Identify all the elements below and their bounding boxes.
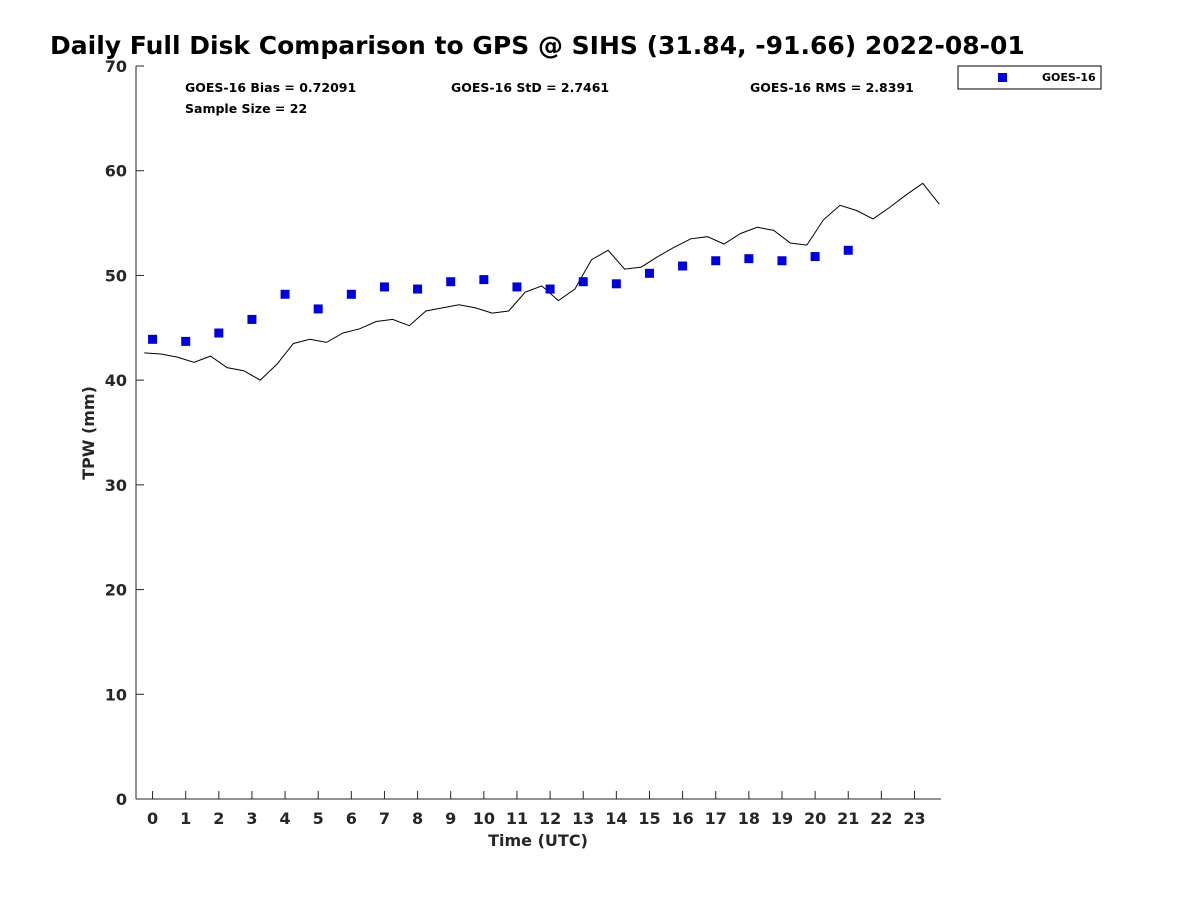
chart-title: Daily Full Disk Comparison to GPS @ SIHS…	[50, 31, 1025, 60]
x-tick-label: 2	[213, 809, 224, 828]
goes16-point	[181, 336, 191, 346]
rms-stat: GOES-16 RMS = 2.8391	[750, 80, 914, 95]
goes16-point	[644, 268, 654, 278]
legend-label-goes16: GOES-16	[1042, 71, 1096, 84]
goes16-point	[346, 289, 356, 299]
x-tick-label: 21	[837, 809, 859, 828]
x-tick-label: 16	[671, 809, 693, 828]
x-tick-label: 5	[313, 809, 324, 828]
y-axis-ticks: 0 10 20 30 40 50 60 70	[105, 57, 144, 809]
x-axis-label: Time (UTC)	[488, 831, 588, 850]
goes16-point	[446, 277, 456, 287]
goes16-point	[611, 279, 621, 289]
x-tick-label: 12	[539, 809, 561, 828]
x-tick-label: 22	[870, 809, 892, 828]
x-tick-label: 14	[605, 809, 627, 828]
x-tick-label: 11	[506, 809, 528, 828]
goes16-point	[843, 245, 853, 255]
goes16-point	[678, 261, 688, 271]
gps-line	[144, 182, 940, 381]
x-tick-label: 10	[473, 809, 495, 828]
goes16-point	[148, 334, 158, 344]
legend-box	[957, 65, 1102, 90]
x-tick-label: 23	[903, 809, 925, 828]
x-axis-ticks: 0 1 2 3 4 5 6 7 8 9 10 11 12 13 14 15 16 17 18 19 20 21 22 23	[147, 791, 926, 828]
legend-marker-goes16	[998, 73, 1007, 82]
x-tick-label: 18	[738, 809, 760, 828]
x-tick-label: 6	[346, 809, 357, 828]
x-tick-label: 0	[147, 809, 158, 828]
x-tick-label: 9	[445, 809, 456, 828]
goes16-point	[214, 328, 224, 338]
goes16-point	[479, 275, 489, 285]
y-tick-label: 40	[105, 371, 127, 390]
y-axis-label: TPW (mm)	[79, 386, 98, 480]
legend: GOES-16	[957, 65, 1102, 90]
x-tick-label: 3	[246, 809, 257, 828]
gps-line-series	[144, 182, 940, 381]
x-tick-label: 8	[412, 809, 423, 828]
y-tick-label: 20	[105, 581, 127, 600]
bias-stat: GOES-16 Bias = 0.72091	[185, 80, 356, 95]
goes16-point	[810, 252, 820, 262]
goes16-point	[379, 282, 389, 292]
x-tick-label: 19	[771, 809, 793, 828]
sample-size-stat: Sample Size = 22	[185, 101, 307, 116]
goes16-point	[247, 314, 257, 324]
goes16-scatter-series	[148, 245, 853, 346]
y-tick-label: 70	[105, 57, 127, 76]
x-tick-label: 20	[804, 809, 826, 828]
y-tick-label: 0	[116, 790, 127, 809]
goes16-point	[777, 256, 787, 266]
goes16-point	[545, 284, 555, 294]
goes16-point	[578, 277, 588, 287]
goes16-point	[711, 256, 721, 266]
goes16-point	[744, 254, 754, 264]
goes16-point	[413, 284, 423, 294]
x-tick-label: 7	[379, 809, 390, 828]
goes16-point	[280, 289, 290, 299]
goes16-point	[512, 282, 522, 292]
plot-area: 0 1 2 3 4 5 6 7 8 9 10 11 12 13 14 15 16 17 18 19 20 21 22 23 0…	[105, 57, 941, 828]
y-tick-label: 60	[105, 162, 127, 181]
y-tick-label: 30	[105, 476, 127, 495]
y-tick-label: 50	[105, 266, 127, 285]
x-tick-label: 17	[705, 809, 727, 828]
std-stat: GOES-16 StD = 2.7461	[451, 80, 609, 95]
x-tick-label: 13	[572, 809, 594, 828]
goes16-point	[313, 304, 323, 314]
x-tick-label: 15	[638, 809, 660, 828]
x-tick-label: 4	[280, 809, 291, 828]
y-tick-label: 10	[105, 685, 127, 704]
axes	[135, 66, 941, 800]
x-tick-label: 1	[180, 809, 191, 828]
